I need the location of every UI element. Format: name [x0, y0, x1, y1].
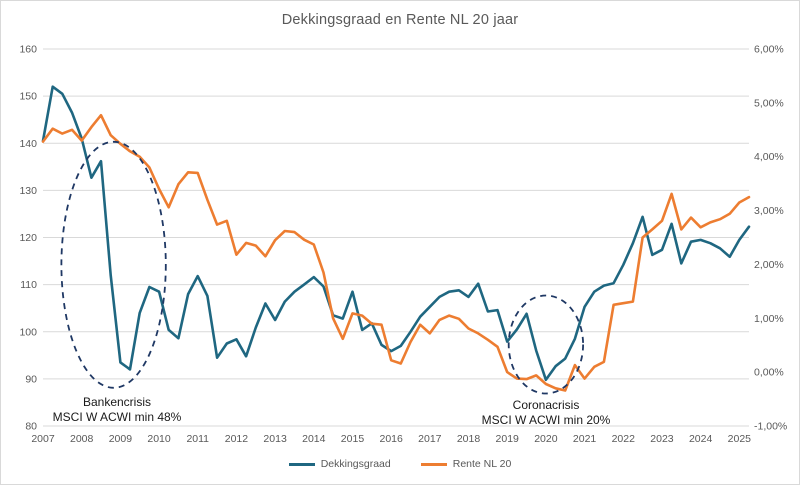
- annotation-bankencrisis-line2: MSCI W ACWI min 48%: [52, 410, 182, 424]
- x-axis-tick-label: 2024: [689, 433, 713, 445]
- legend-swatch-dekkingsgraad: [288, 462, 315, 466]
- y-axis-tick-label-right: 0,00%: [754, 367, 784, 379]
- annotation-coronacrisis: Coronacrisis MSCI W ACWI min 20%: [466, 398, 626, 428]
- x-axis-tick-label: 2015: [341, 433, 365, 445]
- annotation-bankencrisis-line1: Bankencrisis: [82, 395, 152, 409]
- y-axis-tick-label-left: 110: [20, 279, 37, 291]
- x-axis-tick-label: 2017: [418, 433, 442, 445]
- y-axis-tick-label-right: 1,00%: [754, 313, 784, 325]
- x-axis-tick-label: 2013: [263, 433, 287, 445]
- y-axis-tick-label-left: 140: [19, 138, 37, 150]
- annotation-coronacrisis-line2: MSCI W ACWI min 20%: [481, 413, 611, 427]
- annotation-coronacrisis-line1: Coronacrisis: [512, 398, 580, 412]
- y-axis-tick-label-right: 4,00%: [754, 151, 784, 163]
- x-axis-tick-label: 2022: [612, 433, 636, 445]
- series-line-dekkingsgraad: [41, 85, 751, 382]
- x-axis-tick-label: 2025: [728, 433, 752, 445]
- x-axis-tick-label: 2023: [650, 433, 674, 445]
- y-axis-tick-label-right: 6,00%: [754, 44, 784, 56]
- y-axis-tick-label-left: 120: [19, 232, 37, 244]
- x-axis-tick-label: 2016: [379, 433, 403, 445]
- legend-label-rente: Rente NL 20: [452, 458, 512, 470]
- chart-title: Dekkingsgraad en Rente NL 20 jaar: [281, 12, 519, 28]
- x-axis-tick-label: 2021: [573, 433, 597, 445]
- y-axis-tick-label-right: 3,00%: [754, 205, 784, 217]
- x-axis-tick-label: 2020: [534, 433, 558, 445]
- x-axis-tick-label: 2011: [186, 433, 209, 445]
- y-axis-tick-label-right: 5,00%: [754, 97, 784, 109]
- x-axis-tick-label: 2018: [457, 433, 481, 445]
- y-axis-tick-label-right: -1,00%: [754, 421, 787, 433]
- y-axis-tick-label-left: 150: [19, 91, 37, 103]
- annotation-bankencrisis: Bankencrisis MSCI W ACWI min 48%: [37, 395, 197, 425]
- x-axis-tick-label: 2010: [147, 433, 171, 445]
- legend-item-dekkingsgraad: Dekkingsgraad: [288, 458, 391, 470]
- annotation-ellipse-coronacrisis: [507, 294, 585, 395]
- x-axis-tick-label: 2009: [109, 433, 133, 445]
- legend-swatch-rente: [420, 462, 447, 466]
- y-axis-tick-label-left: 80: [25, 421, 37, 433]
- x-axis-tick-label: 2012: [225, 433, 249, 445]
- legend: Dekkingsgraad Rente NL 20: [1, 458, 799, 470]
- x-axis-tick-label: 2019: [496, 433, 520, 445]
- series-line-rente-nl-20: [41, 113, 751, 392]
- y-axis-tick-label-left: 130: [19, 185, 37, 197]
- y-axis-tick-label-left: 90: [25, 373, 37, 385]
- legend-label-dekkingsgraad: Dekkingsgraad: [320, 458, 391, 470]
- annotation-ellipse-bankencrisis: [60, 140, 167, 389]
- x-axis-tick-label: 2007: [31, 433, 55, 445]
- y-axis-tick-label-left: 160: [19, 44, 37, 56]
- y-axis-tick-label-right: 2,00%: [754, 259, 784, 271]
- x-axis-tick-label: 2008: [70, 433, 94, 445]
- x-axis-tick-label: 2014: [302, 433, 326, 445]
- y-axis-tick-label-left: 100: [19, 326, 37, 338]
- legend-item-rente: Rente NL 20: [420, 458, 512, 470]
